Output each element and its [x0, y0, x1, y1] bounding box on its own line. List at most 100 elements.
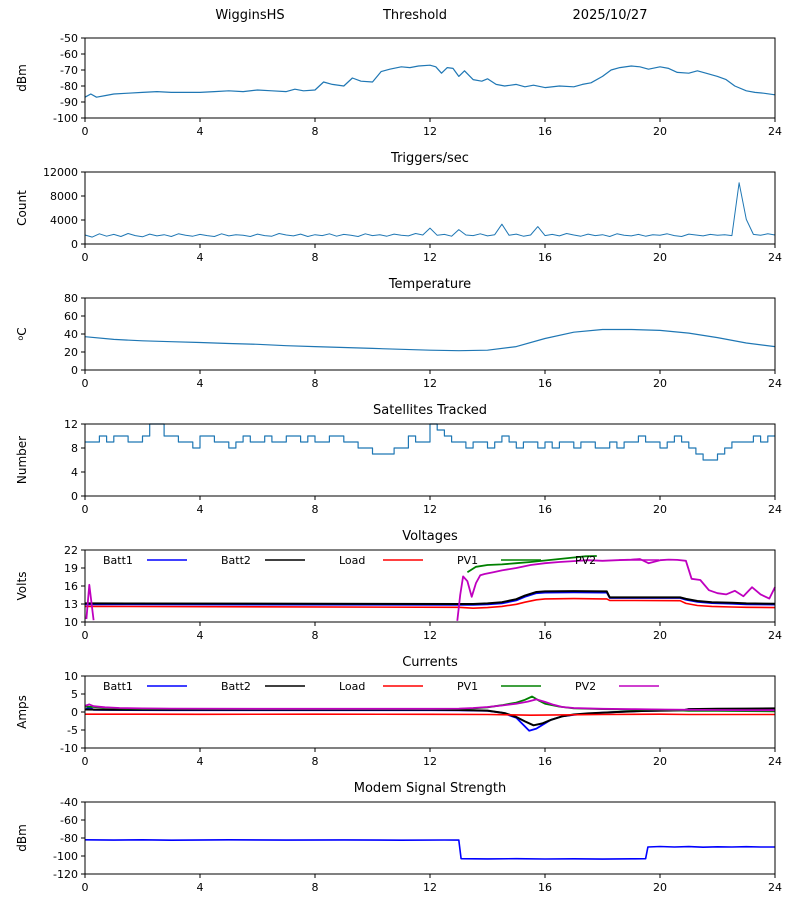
- legend-batt1: Batt1: [103, 554, 133, 567]
- svg-text:Triggers/sec: Triggers/sec: [390, 151, 469, 166]
- chart-threshold: dBm 0 4 8 12 16 20 24 -100 -90 -80 -70 -60 -50: [0, 30, 800, 144]
- svg-text:4: 4: [71, 466, 78, 479]
- svg-text:12: 12: [423, 629, 437, 642]
- svg-text:10: 10: [64, 670, 78, 683]
- legend-pv2: PV2: [575, 680, 596, 693]
- figure-date: 2025/10/27: [572, 8, 648, 23]
- svg-text:24: 24: [768, 125, 782, 138]
- svg-text:0: 0: [71, 238, 78, 251]
- svg-text:10: 10: [64, 616, 78, 629]
- legend-pv1: PV1: [457, 554, 478, 567]
- svg-text:-90: -90: [60, 96, 78, 109]
- svg-text:-5: -5: [67, 724, 78, 737]
- pv1-volts-line: [466, 555, 597, 573]
- svg-text:8: 8: [312, 629, 319, 642]
- svg-text:20: 20: [653, 125, 667, 138]
- svg-text:0: 0: [82, 377, 89, 390]
- figure-title: Threshold: [382, 8, 448, 23]
- triggers-per-sec-line: [84, 182, 776, 238]
- svg-text:20: 20: [653, 377, 667, 390]
- temperature-plot: Temperature oC 0 4 8 12 16 20 24 0 20 40 60 80: [15, 277, 782, 390]
- svg-text:-60: -60: [60, 48, 78, 61]
- voltages-plot: Voltages Volts 0 4 8 12 16 20 24 10 13 16 19 22 Batt1 B…: [15, 529, 782, 642]
- svg-text:4: 4: [197, 377, 204, 390]
- pv2-volts-line: [85, 558, 776, 621]
- legend-pv2: PV2: [575, 554, 596, 567]
- svg-text:0: 0: [71, 364, 78, 377]
- svg-text:dBm: dBm: [15, 64, 29, 92]
- svg-text:dBm: dBm: [15, 824, 29, 852]
- svg-text:Volts: Volts: [15, 572, 29, 601]
- legend-batt1: Batt1: [103, 680, 133, 693]
- chart-satellites: Satellites Tracked Number 0 4 8 12 16 20 24 0 4 8 12: [0, 396, 800, 522]
- svg-text:4: 4: [197, 251, 204, 264]
- currents-plot: Currents Amps 0 4 8 12 16 20 24 -10 -5 0 5 10 Batt1 Bat…: [15, 655, 782, 768]
- svg-text:-100: -100: [53, 112, 78, 125]
- svg-text:24: 24: [768, 881, 782, 894]
- chart-triggers: Triggers/sec Count 0 4 8 12 16 20 24 0 4000 8000 120…: [0, 144, 800, 270]
- svg-text:12: 12: [423, 377, 437, 390]
- svg-text:4: 4: [197, 503, 204, 516]
- svg-text:20: 20: [653, 503, 667, 516]
- svg-text:20: 20: [653, 881, 667, 894]
- chart-currents: Currents Amps 0 4 8 12 16 20 24 -10 -5 0 5 10 Batt1 Bat…: [0, 648, 800, 774]
- svg-text:8: 8: [312, 881, 319, 894]
- chart-modem: Modem Signal Strength dBm 0 4 8 12 16 20 24 -120 -…: [0, 774, 800, 900]
- svg-text:-60: -60: [60, 814, 78, 827]
- legend-load: Load: [339, 680, 365, 693]
- svg-text:16: 16: [538, 629, 552, 642]
- svg-text:8: 8: [312, 125, 319, 138]
- svg-text:-80: -80: [60, 80, 78, 93]
- svg-text:12: 12: [423, 503, 437, 516]
- svg-text:-80: -80: [60, 832, 78, 845]
- svg-text:24: 24: [768, 629, 782, 642]
- svg-text:-10: -10: [60, 742, 78, 755]
- svg-text:4000: 4000: [50, 214, 78, 227]
- legend-batt2: Batt2: [221, 554, 251, 567]
- svg-text:Satellites Tracked: Satellites Tracked: [373, 403, 487, 418]
- svg-text:24: 24: [768, 251, 782, 264]
- legend-pv1: PV1: [457, 680, 478, 693]
- svg-text:8: 8: [71, 442, 78, 455]
- svg-text:Modem Signal Strength: Modem Signal Strength: [354, 781, 507, 796]
- station-name: WigginsHS: [215, 8, 285, 23]
- svg-text:8: 8: [312, 755, 319, 768]
- svg-text:8: 8: [312, 503, 319, 516]
- svg-text:Temperature: Temperature: [388, 277, 471, 292]
- svg-text:24: 24: [768, 377, 782, 390]
- svg-text:12000: 12000: [43, 166, 78, 179]
- svg-text:Voltages: Voltages: [402, 529, 458, 544]
- svg-text:16: 16: [538, 881, 552, 894]
- threshold-dbm-line: [84, 64, 776, 98]
- svg-text:12: 12: [423, 125, 437, 138]
- svg-text:-40: -40: [60, 796, 78, 809]
- modem-plot: Modem Signal Strength dBm 0 4 8 12 16 20 24 -120 -…: [15, 781, 782, 894]
- temperature-c-line: [84, 328, 776, 352]
- svg-text:0: 0: [82, 755, 89, 768]
- svg-text:16: 16: [538, 251, 552, 264]
- satellites-tracked-line: [85, 423, 775, 461]
- svg-text:24: 24: [768, 503, 782, 516]
- modem-signal-dbm-line: [84, 839, 775, 860]
- triggers-plot: Triggers/sec Count 0 4 8 12 16 20 24 0 4000 8000 120…: [15, 151, 782, 264]
- svg-text:0: 0: [82, 125, 89, 138]
- svg-text:16: 16: [64, 580, 78, 593]
- svg-text:Count: Count: [15, 190, 29, 226]
- svg-text:12: 12: [423, 881, 437, 894]
- svg-text:Currents: Currents: [402, 655, 458, 670]
- svg-text:80: 80: [64, 292, 78, 305]
- chart-voltages: Voltages Volts 0 4 8 12 16 20 24 10 13 16 19 22 Batt1 B…: [0, 522, 800, 648]
- threshold-plot: dBm 0 4 8 12 16 20 24 -100 -90 -80 -70 -60 -50: [15, 32, 782, 138]
- figure-header: WigginsHS Threshold 2025/10/27: [0, 0, 800, 30]
- svg-text:16: 16: [538, 377, 552, 390]
- pv2-amps-line: [84, 698, 775, 712]
- batt2-volts-line: [84, 590, 776, 605]
- svg-text:-50: -50: [60, 32, 78, 45]
- satellites-plot: Satellites Tracked Number 0 4 8 12 16 20 24 0 4 8 12: [15, 403, 782, 516]
- svg-text:-70: -70: [60, 64, 78, 77]
- svg-text:0: 0: [82, 503, 89, 516]
- svg-text:4: 4: [197, 755, 204, 768]
- svg-text:0: 0: [82, 629, 89, 642]
- svg-text:4: 4: [197, 881, 204, 894]
- svg-text:20: 20: [653, 755, 667, 768]
